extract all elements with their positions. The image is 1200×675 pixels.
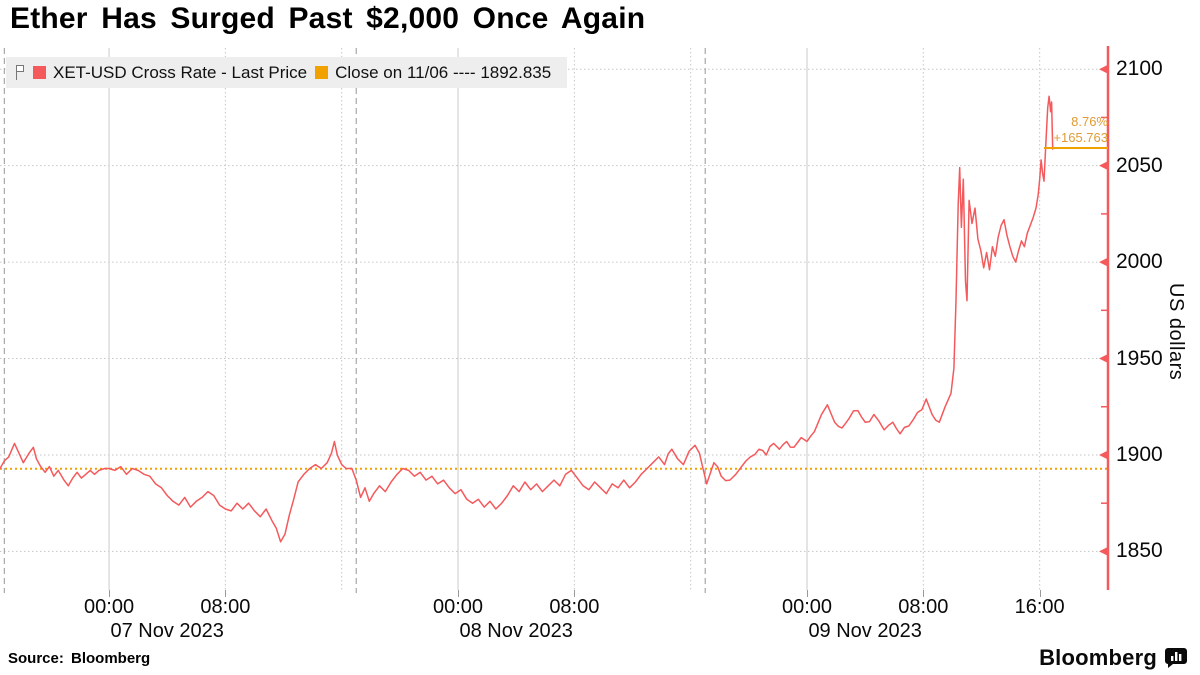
x-axis-tick xyxy=(225,590,227,597)
annotation-percent: 8.76% xyxy=(1071,114,1108,129)
x-time-label: 08:00 xyxy=(898,596,949,618)
x-time-label: 00:00 xyxy=(781,596,833,618)
x-time-label: 16:00 xyxy=(1014,596,1065,618)
annotation-change: +165.763 xyxy=(1053,130,1108,145)
x-axis-tick xyxy=(574,590,576,597)
y-tick-label: 2000 xyxy=(1116,250,1163,274)
x-time-label: 00:00 xyxy=(433,596,484,618)
bloomberg-wordmark: Bloomberg xyxy=(1039,645,1157,670)
plot-area[interactable] xyxy=(0,46,1110,593)
y-axis-arrow-tick xyxy=(1099,354,1108,364)
price-series-swatch xyxy=(33,66,46,79)
close-series-label: Close on 11/06 ---- 1892.835 xyxy=(335,62,552,82)
x-time-label: 08:00 xyxy=(549,596,600,618)
x-date-label: 07 Nov 2023 xyxy=(110,620,224,642)
y-tick-label: 1900 xyxy=(1116,442,1163,466)
y-tick-label: 1850 xyxy=(1116,539,1163,563)
x-time-label: 08:00 xyxy=(200,596,251,618)
y-axis-arrow-tick xyxy=(1099,546,1108,556)
chart-title: Ether Has Surged Past $2,000 Once Again xyxy=(10,2,646,35)
y-tick-label: 2100 xyxy=(1116,57,1163,81)
y-tick-label: 1950 xyxy=(1116,346,1163,370)
plot-canvas xyxy=(0,46,1110,593)
legend-item-price[interactable]: XET-USD Cross Rate - Last Price xyxy=(33,63,307,83)
close-series-swatch xyxy=(315,66,329,79)
x-date-label: 08 Nov 2023 xyxy=(459,620,573,642)
legend-tracker-icon[interactable] xyxy=(14,64,25,81)
price-series-label: XET-USD Cross Rate - Last Price xyxy=(53,62,308,82)
last-price-annotation: 8.76% +165.763 xyxy=(1044,114,1108,149)
x-axis-tick xyxy=(458,590,460,597)
x-axis-tick xyxy=(1039,590,1041,597)
bloomberg-logo: Bloomberg xyxy=(1039,645,1188,671)
legend-item-close[interactable]: Close on 11/06 ---- 1892.835 xyxy=(315,63,551,83)
legend: XET-USD Cross Rate - Last Price Close on… xyxy=(6,57,568,88)
source-note: Source: Bloomberg xyxy=(8,650,151,667)
x-time-label: 00:00 xyxy=(84,596,135,618)
y-axis-arrow-tick xyxy=(1099,257,1108,267)
x-axis-tick xyxy=(109,590,111,597)
x-axis-tick xyxy=(807,590,808,597)
y-axis-arrow-tick xyxy=(1099,64,1108,74)
x-axis-tick xyxy=(923,590,925,597)
x-date-label: 09 Nov 2023 xyxy=(808,620,922,642)
price-line[interactable] xyxy=(0,95,1054,543)
y-axis-arrow-tick xyxy=(1099,161,1108,171)
y-axis-title: US dollars xyxy=(1165,283,1187,381)
bloomberg-bug-icon xyxy=(1165,648,1187,668)
y-tick-label: 2050 xyxy=(1116,153,1163,177)
y-axis-arrow-tick xyxy=(1099,450,1108,460)
